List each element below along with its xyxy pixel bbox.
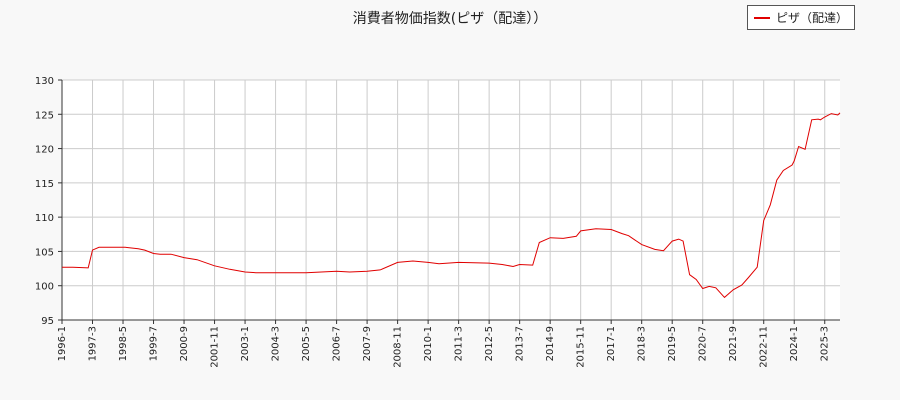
series-line	[62, 112, 841, 299]
y-tick-label: 110	[35, 213, 54, 224]
x-tick-label: 2024-1	[789, 326, 800, 361]
x-tick-label: 2014-9	[545, 326, 556, 361]
x-tick-label: 2010-1	[423, 326, 434, 361]
legend: ピザ（配達）	[747, 5, 856, 30]
axes: 95 100 105 110 115 120 125 130 1996-1 1997-3 1998-…	[35, 76, 840, 368]
y-tick-label: 130	[35, 76, 54, 87]
series-layer	[62, 112, 841, 299]
x-tick-label: 2015-11	[576, 326, 587, 368]
x-tick-label: 2018-3	[637, 326, 648, 361]
chart-title: 消費者物価指数(ピザ（配達））	[352, 11, 548, 27]
x-tick-label: 2000-9	[179, 326, 190, 361]
x-tick-label: 2013-7	[515, 326, 526, 361]
y-tick-label: 100	[35, 282, 54, 293]
x-tick-label: 1997-3	[88, 326, 99, 361]
x-tick-label: 1998-5	[118, 326, 129, 361]
x-tick-label: 2019-5	[667, 326, 678, 361]
x-tick-label: 2011-3	[454, 326, 465, 361]
x-tick-label: 2006-7	[332, 326, 343, 361]
x-tick-label: 2025-3	[820, 326, 831, 361]
x-tick-label: 2005-5	[301, 326, 312, 361]
plot-area	[62, 80, 840, 320]
x-tick-label: 2003-1	[240, 326, 251, 361]
y-tick-label: 105	[35, 247, 54, 258]
x-tick-label: 2001-11	[210, 326, 221, 368]
y-tick-label: 120	[35, 145, 54, 156]
x-tick-label: 2022-11	[759, 326, 770, 368]
x-tick-label: 2017-1	[606, 326, 617, 361]
x-tick-label: 2012-5	[484, 326, 495, 361]
legend-swatch	[754, 16, 770, 19]
x-tick-label: 2004-3	[271, 326, 282, 361]
x-tick-label: 2020-7	[698, 326, 709, 361]
legend-label: ピザ（配達）	[776, 11, 849, 25]
grid	[61, 79, 840, 321]
y-tick-label: 115	[35, 179, 54, 190]
x-tick-label: 1999-7	[149, 326, 160, 361]
x-tick-label: 2008-11	[393, 326, 404, 368]
y-tick-label: 125	[35, 110, 54, 121]
y-tick-label: 95	[41, 316, 54, 327]
x-tick-label: 2007-9	[362, 326, 373, 361]
x-tick-label: 1996-1	[57, 326, 68, 361]
x-tick-label: 2021-9	[728, 326, 739, 361]
